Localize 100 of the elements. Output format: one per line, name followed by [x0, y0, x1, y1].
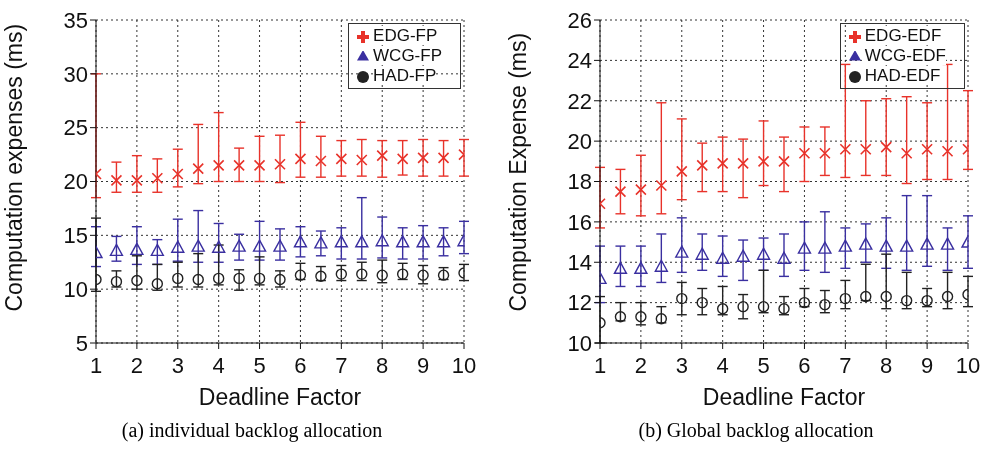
point — [274, 158, 286, 171]
y-tick-label: 10 — [63, 276, 88, 302]
point — [737, 157, 749, 170]
point — [150, 243, 165, 257]
point — [355, 235, 369, 248]
legend-label: WCG-EDF — [864, 46, 946, 65]
point — [635, 311, 647, 323]
x-tick-label: 2 — [634, 352, 648, 378]
x-tick-label: 8 — [880, 352, 893, 378]
x-tick-label: 1 — [89, 352, 103, 378]
point — [376, 269, 388, 281]
point — [151, 278, 164, 290]
point — [696, 159, 709, 172]
point — [941, 290, 954, 303]
x-tick-label: 5 — [757, 352, 770, 378]
point — [675, 245, 689, 258]
point — [293, 235, 308, 248]
point — [614, 311, 627, 323]
point — [921, 143, 933, 155]
legend-label: EDG-EDF — [864, 26, 942, 45]
x-tick-label: 8 — [376, 352, 389, 378]
point — [233, 159, 245, 172]
point — [736, 249, 750, 262]
y-tick-label: 24 — [567, 48, 592, 74]
point — [819, 298, 831, 311]
x-tick-label: 1 — [593, 352, 607, 378]
point — [212, 159, 225, 172]
point — [253, 159, 266, 172]
point — [654, 259, 669, 272]
y-axis-title: Computation Expense (ms) — [505, 32, 532, 312]
point — [819, 147, 831, 160]
point — [335, 268, 348, 280]
x-axis-title: Deadline Factor — [702, 384, 866, 410]
point — [294, 153, 307, 165]
x-tick-label: 10 — [955, 352, 981, 378]
point — [171, 240, 185, 253]
text: (a) individual backlog allocation — [120, 419, 384, 442]
point — [191, 239, 205, 252]
point — [294, 269, 307, 281]
point — [756, 247, 771, 260]
point — [131, 274, 143, 287]
point — [715, 251, 730, 264]
point — [109, 243, 124, 257]
x-tick-label: 4 — [716, 352, 729, 378]
x-tick-label: 5 — [253, 352, 266, 378]
point — [900, 294, 913, 307]
point — [192, 162, 205, 175]
point — [941, 145, 954, 158]
point — [151, 172, 164, 185]
x-tick-label: 7 — [335, 352, 348, 378]
point — [778, 302, 790, 315]
point — [375, 234, 389, 247]
point — [614, 185, 627, 198]
point — [655, 313, 668, 325]
y-tick-label: 22 — [567, 88, 592, 114]
point — [757, 155, 770, 168]
x-tick-label: 6 — [798, 352, 811, 378]
y-tick-label: 35 — [63, 7, 88, 33]
point — [899, 239, 914, 252]
point — [253, 272, 266, 285]
point — [396, 153, 409, 165]
point — [334, 235, 349, 248]
legend-label: EDG-FP — [373, 26, 438, 45]
point — [211, 240, 226, 253]
point — [130, 242, 144, 256]
point — [797, 241, 812, 254]
y-axis-title: Computation expenses (ms) — [1, 23, 28, 312]
point — [716, 302, 729, 315]
y-tick-label: 16 — [567, 209, 592, 235]
point — [110, 275, 123, 288]
y-tick-label: 12 — [567, 290, 592, 316]
x-tick-label: 6 — [294, 352, 307, 378]
y-tick-label: 15 — [63, 223, 88, 249]
y-tick-label: 26 — [567, 7, 592, 33]
point — [737, 300, 749, 313]
x-tick-label: 9 — [920, 352, 934, 378]
legend-label: HAD-EDF — [864, 66, 941, 85]
y-tick-label: 18 — [567, 169, 592, 195]
y-tick-label: 20 — [567, 128, 592, 154]
x-tick-label: 2 — [130, 352, 144, 378]
point — [396, 268, 409, 280]
point — [192, 273, 204, 286]
point — [613, 261, 628, 275]
point — [859, 143, 872, 155]
point — [437, 152, 450, 164]
point — [655, 179, 668, 192]
point — [436, 235, 451, 248]
point — [778, 155, 790, 168]
point — [695, 247, 709, 260]
point — [335, 153, 348, 165]
point — [212, 272, 225, 285]
y-tick-label: 14 — [567, 250, 592, 276]
point — [356, 268, 368, 280]
point — [900, 147, 913, 160]
legend-label: WCG-FP — [373, 46, 442, 65]
x-tick-label: 4 — [212, 352, 225, 378]
point — [171, 168, 184, 180]
point — [635, 183, 647, 196]
point — [273, 239, 287, 252]
x-axis-title: Deadline Factor — [198, 384, 362, 410]
